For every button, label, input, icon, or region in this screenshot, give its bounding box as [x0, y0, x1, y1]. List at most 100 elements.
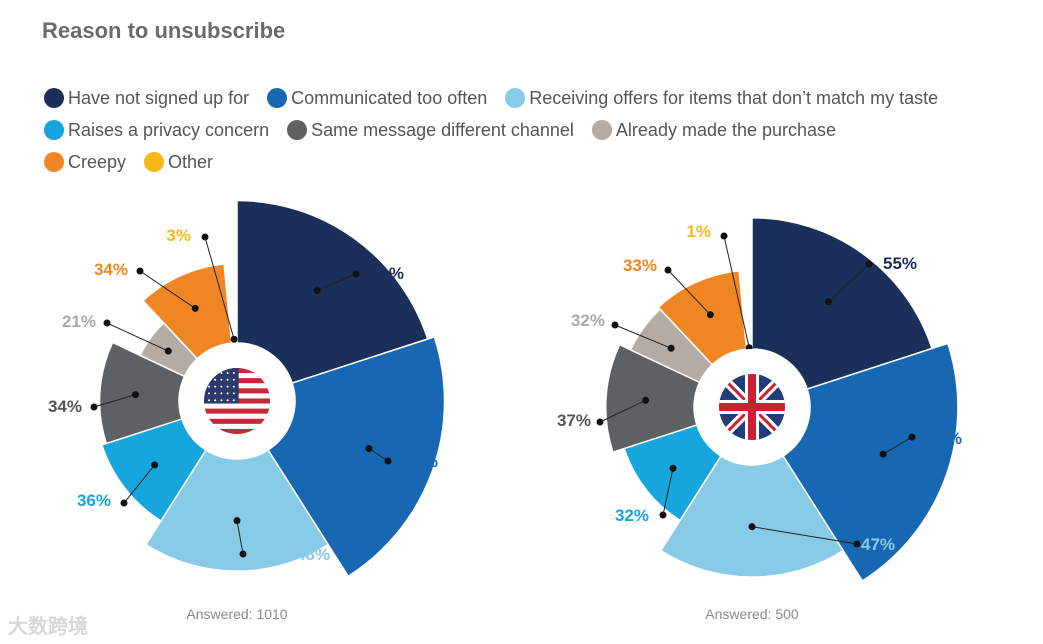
leader-line: [751, 526, 858, 545]
leader-line: [828, 263, 870, 303]
data-label-same-message: 37%: [557, 411, 591, 430]
legend-item-communicated-too-often: Communicated too often: [267, 88, 487, 109]
legend-item-other: Other: [144, 152, 213, 173]
leader-dot: [748, 523, 756, 531]
leader-dot: [865, 260, 873, 268]
answered-count: Answered: 500: [705, 606, 799, 622]
leader-dot: [384, 457, 392, 465]
leader-dot: [103, 319, 111, 327]
legend-item-already-purchased: Already made the purchase: [591, 119, 837, 141]
chart-us: 61% 64% 48% 36% 34% 21% 34% 3% Answered: 1010: [48, 199, 446, 622]
leader-dot: [825, 298, 833, 306]
leader-dot: [611, 321, 619, 329]
data-label-have-not-signed-up: 55%: [883, 254, 917, 273]
legend-row: Raises a privacy concern Same message di…: [44, 114, 1034, 146]
leader-dot: [352, 270, 360, 278]
data-label-already-purchased: 21%: [62, 312, 96, 331]
data-label-communicated-too-often: 62%: [928, 429, 962, 448]
leader-dot: [706, 311, 714, 319]
legend-label: Communicated too often: [291, 87, 488, 108]
leader-line: [106, 322, 169, 352]
leader-dot: [596, 418, 604, 426]
legend-label: Same message different channel: [311, 119, 574, 140]
leader-line: [236, 520, 244, 555]
data-label-communicated-too-often: 64%: [404, 452, 438, 471]
leader-dot: [120, 499, 128, 507]
legend-swatch: [44, 120, 64, 140]
leader-dot: [151, 461, 159, 469]
leader-dot: [365, 445, 373, 453]
answered-count: Answered: 1010: [186, 606, 287, 622]
legend-item-privacy-concern: Raises a privacy concern: [44, 120, 269, 141]
leader-dot: [90, 403, 98, 411]
legend-row: Have not signed up for Communicated too …: [44, 82, 1034, 114]
leader-line: [599, 399, 646, 423]
legend-swatch: [267, 88, 288, 108]
leader-line: [123, 464, 156, 504]
uk-flag-icon: [719, 374, 785, 440]
leader-dot: [164, 347, 172, 355]
leader-line: [204, 236, 235, 340]
legend-label: Have not signed up for: [68, 87, 250, 108]
legend-swatch: [505, 88, 526, 108]
leader-dot: [669, 464, 677, 472]
leader-dot: [201, 233, 209, 241]
data-label-creepy: 34%: [94, 260, 128, 279]
leader-dot: [136, 267, 144, 275]
data-label-privacy-concern: 36%: [77, 491, 111, 510]
leader-line: [139, 270, 196, 309]
legend-label: Creepy: [68, 151, 127, 172]
leader-line: [316, 273, 357, 292]
leader-dot: [230, 335, 238, 343]
leader-dot: [720, 232, 728, 240]
chart-uk: 55% 62% 47% 32% 37% 32% 33% 1% Answered: 500: [557, 217, 962, 622]
legend-item-same-message: Same message different channel: [287, 120, 574, 141]
leader-dot: [132, 391, 140, 399]
leader-line: [368, 448, 389, 462]
data-label-offers-not-match-taste: 47%: [861, 535, 895, 554]
legend-swatch: [591, 120, 612, 140]
leader-line: [614, 324, 672, 349]
legend-item-have-not-signed-up: Have not signed up for: [44, 88, 249, 109]
legend-swatch: [144, 152, 165, 172]
data-label-privacy-concern: 32%: [615, 506, 649, 525]
leader-dot: [908, 433, 916, 441]
legend-row: Creepy Other: [44, 146, 1034, 178]
leader-dot: [313, 287, 321, 295]
legend-swatch: [44, 88, 64, 108]
data-label-other: 3%: [166, 226, 191, 245]
legend: Have not signed up for Communicated too …: [44, 82, 1034, 178]
leader-dot: [664, 266, 672, 274]
data-label-same-message: 34%: [48, 397, 82, 416]
leader-dot: [191, 304, 199, 312]
leader-dot: [853, 540, 861, 548]
leader-dot: [642, 396, 650, 404]
leader-dot: [879, 450, 887, 458]
chart-title: Reason to unsubscribe: [42, 18, 286, 43]
leader-dot: [667, 344, 675, 352]
data-label-already-purchased: 32%: [571, 311, 605, 330]
leader-dot: [233, 517, 241, 525]
data-label-have-not-signed-up: 61%: [370, 264, 404, 283]
us-flag-icon: [204, 368, 270, 434]
legend-swatch: [287, 120, 308, 140]
leader-dot: [659, 511, 667, 519]
data-label-other: 1%: [686, 222, 711, 241]
legend-label: Receiving offers for items that don’t ma…: [529, 87, 939, 108]
data-label-offers-not-match-taste: 48%: [296, 545, 330, 564]
leader-line: [723, 235, 750, 348]
leader-line: [93, 394, 136, 408]
leader-line: [662, 468, 674, 516]
leader-line: [882, 436, 913, 455]
legend-item-creepy: Creepy: [44, 152, 126, 173]
data-label-creepy: 33%: [623, 256, 657, 275]
legend-item-offers-not-match-taste: Receiving offers for items that don’t ma…: [505, 88, 938, 109]
watermark: 大数跨境: [8, 616, 88, 638]
leader-dot: [239, 550, 247, 558]
legend-label: Other: [168, 151, 214, 172]
legend-label: Raises a privacy concern: [68, 119, 270, 140]
leader-line: [667, 269, 711, 316]
legend-label: Already made the purchase: [615, 119, 837, 140]
legend-swatch: [44, 152, 64, 172]
